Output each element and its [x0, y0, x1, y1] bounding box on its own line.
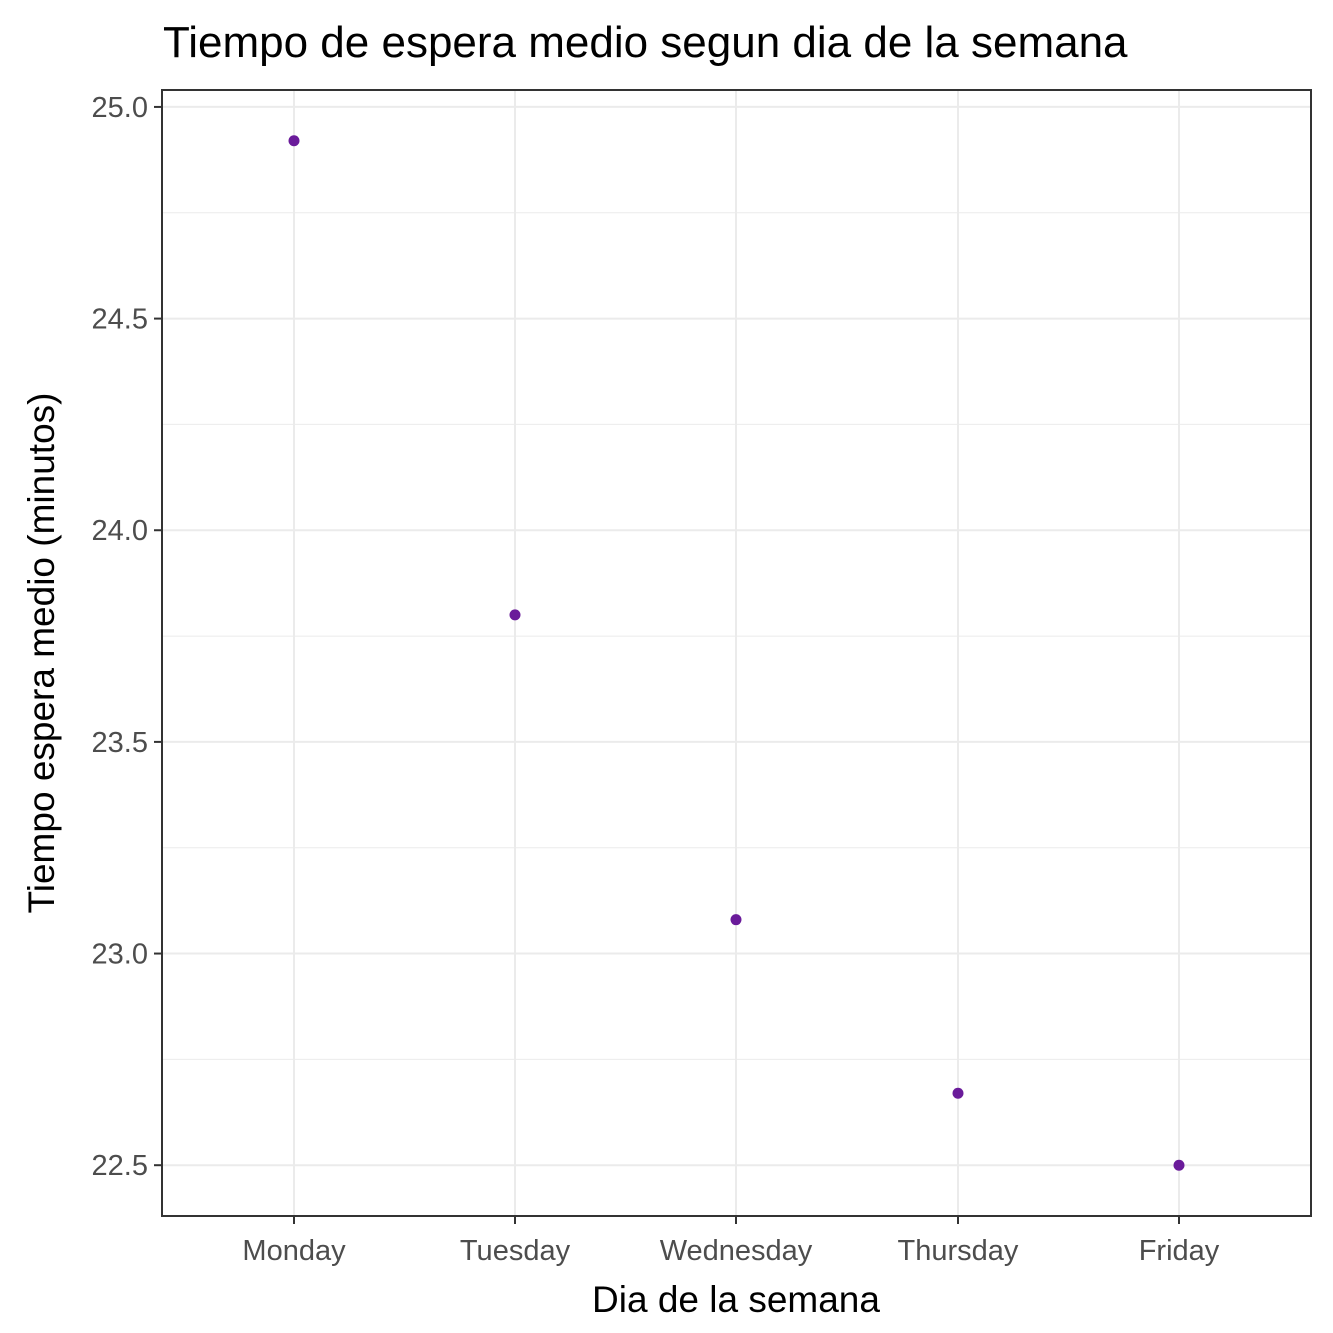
x-tick-label: Thursday: [898, 1235, 1019, 1267]
y-axis-title: Tiempo espera medio (minutos): [21, 393, 62, 914]
axis-ticks: 22.5 23.0 23.5 24.0 24.5 25.0 Monday Tuesday Wed…: [92, 92, 1220, 1267]
chart-title: Tiempo de espera medio segun dia de la s…: [163, 18, 1128, 67]
data-point-friday: [1173, 1159, 1185, 1171]
y-tick-label: 24.5: [92, 304, 148, 336]
y-tick-label: 23.5: [92, 727, 148, 759]
y-tick-label: 22.5: [92, 1150, 148, 1182]
grid-lines: [162, 90, 1311, 1216]
x-tick-label: Monday: [242, 1235, 346, 1267]
x-axis-title: Dia de la semana: [592, 1279, 880, 1320]
x-tick-label: Friday: [1139, 1235, 1220, 1267]
y-tick-label: 25.0: [92, 92, 148, 124]
y-tick-label: 24.0: [92, 515, 148, 547]
data-points: [288, 135, 1185, 1171]
data-point-tuesday: [509, 609, 521, 621]
data-point-monday: [288, 135, 300, 147]
data-point-thursday: [952, 1087, 964, 1099]
x-tick-label: Wednesday: [660, 1235, 813, 1267]
x-tick-label: Tuesday: [460, 1235, 571, 1267]
data-point-wednesday: [730, 914, 742, 926]
y-tick-label: 23.0: [92, 939, 148, 971]
